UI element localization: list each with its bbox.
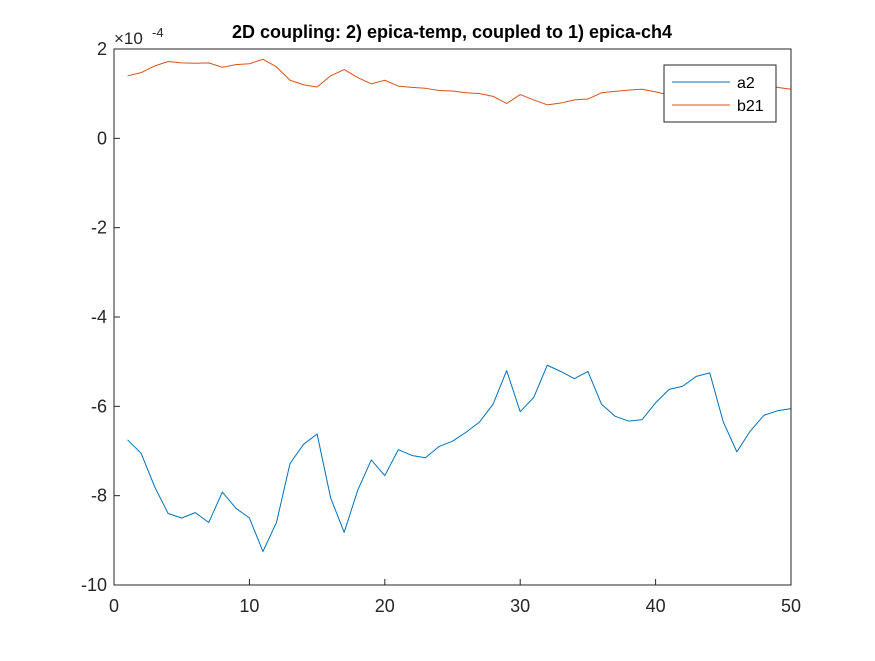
x-tick-label: 40 (646, 596, 666, 616)
legend-box (663, 64, 777, 123)
legend: a2 b21 (663, 64, 777, 123)
x-tick-label: 0 (109, 596, 119, 616)
x-tick-label: 30 (510, 596, 530, 616)
y-tick-label: -6 (91, 396, 107, 416)
y-tick-label: -2 (91, 218, 107, 238)
plot-area (114, 49, 791, 585)
chart-title: 2D coupling: 2) epica-temp, coupled to 1… (232, 22, 672, 42)
y-exponent-label: ×10 -4 (114, 25, 164, 48)
y-tick-label: 0 (97, 128, 107, 148)
legend-entry-b21: b21 (672, 98, 764, 115)
x-tick-label: 10 (239, 596, 259, 616)
y-tick-label: -10 (81, 575, 107, 595)
legend-label-b21: b21 (737, 98, 764, 115)
y-tick-label: -4 (91, 307, 107, 327)
y-exponent-base: ×10 (114, 29, 143, 48)
series-line-a2 (127, 364, 792, 552)
legend-entry-a2: a2 (672, 75, 755, 92)
ticks-layer: 0 10 20 30 40 50 -10 -8 -6 -4 -2 0 2 (81, 39, 801, 616)
y-tick-label: -8 (91, 486, 107, 506)
x-tick-label: 50 (781, 596, 801, 616)
x-tick-label: 20 (375, 596, 395, 616)
y-exponent-power: -4 (152, 25, 164, 40)
y-tick-label: 2 (97, 39, 107, 59)
legend-label-a2: a2 (737, 75, 755, 92)
